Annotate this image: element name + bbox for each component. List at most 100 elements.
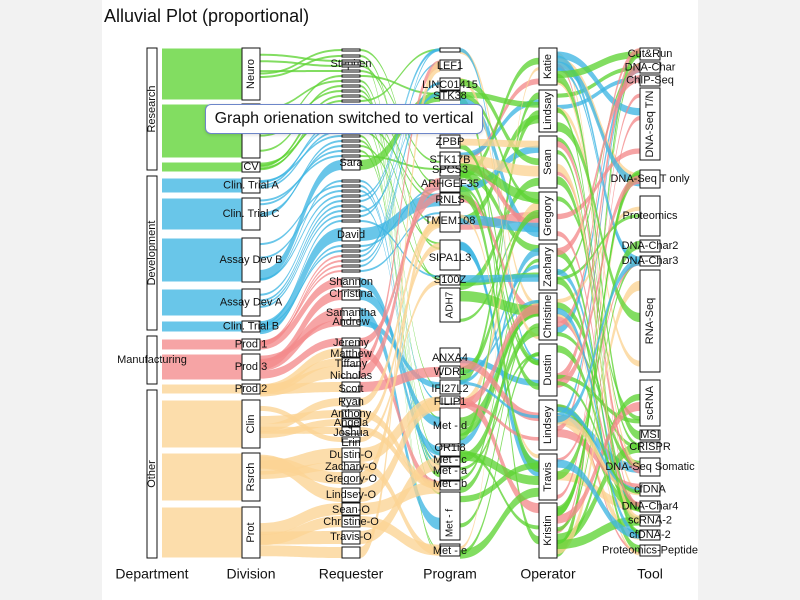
requester-node	[341, 471, 361, 485]
flow-ribbon	[557, 122, 640, 323]
requester-node	[341, 347, 361, 358]
program-label: Met - b	[433, 478, 467, 490]
requester-node	[341, 94, 361, 98]
flow-ribbon	[557, 93, 640, 499]
program-node	[439, 90, 461, 101]
flow-ribbon	[557, 260, 640, 532]
flow-ribbon	[260, 454, 342, 502]
axis-label: Department	[115, 566, 188, 582]
flow-ribbon	[557, 51, 640, 116]
flow-ribbon	[260, 338, 342, 379]
flow-ribbon	[460, 91, 539, 108]
flow-ribbon	[557, 48, 640, 328]
requester-label: Gregory-O	[325, 473, 377, 485]
requester-node	[341, 48, 361, 52]
requester-node	[341, 227, 361, 242]
flow-ribbon	[557, 406, 640, 493]
program-label: LINC01415	[422, 79, 478, 91]
flow-ribbon	[557, 258, 640, 423]
division-label: Clin	[245, 415, 257, 434]
flow-ribbon	[260, 155, 342, 202]
flow-ribbon	[260, 410, 342, 425]
requester-node	[341, 337, 361, 347]
requester-node	[341, 436, 361, 443]
flow-ribbon	[557, 459, 640, 539]
requester-label: Sean-O	[332, 504, 370, 516]
requester-node	[341, 89, 361, 93]
operator-label: Lindsay	[542, 92, 554, 130]
axis-label: Tool	[637, 566, 663, 582]
tool-label: DNA-Char3	[622, 255, 679, 267]
flow-ribbon	[557, 404, 640, 554]
tool-label: DNA-Seq Somatic	[605, 461, 695, 473]
requester-node	[341, 530, 361, 545]
flow-ribbon	[557, 48, 640, 557]
requester-node	[341, 204, 361, 208]
tool-node	[639, 47, 661, 61]
requester-node	[341, 515, 361, 528]
orientation-toast[interactable]: Graph orienation switched to vertical	[205, 104, 483, 134]
flow-ribbon	[260, 278, 342, 350]
requester-node	[341, 365, 361, 379]
flow-ribbon	[460, 169, 539, 253]
program-node	[439, 407, 461, 445]
tool-node	[639, 87, 661, 161]
department-node	[146, 335, 158, 385]
program-label: S100Z	[434, 274, 467, 286]
flow-ribbon	[557, 277, 640, 553]
tool-node	[639, 529, 661, 541]
division-node	[241, 338, 261, 351]
tool-label: RNA-Seq	[644, 298, 656, 344]
program-node	[439, 211, 461, 233]
requester-node	[341, 64, 361, 68]
flow-ribbon	[360, 60, 440, 559]
flow-ribbon	[460, 57, 539, 179]
flow-ribbon	[557, 401, 640, 524]
flow-ribbon	[260, 348, 342, 394]
flow-ribbon	[460, 138, 539, 148]
flow-ribbon	[557, 66, 640, 275]
flow-ribbon	[162, 507, 242, 558]
requester-node	[341, 319, 361, 327]
tool-label: Proteomics-Peptide	[602, 544, 698, 556]
flow-ribbon	[460, 214, 539, 459]
flow-ribbon	[162, 198, 242, 230]
program-node	[439, 239, 461, 271]
program-label: TMEM108	[425, 215, 476, 227]
requester-node	[341, 418, 361, 427]
requester-label: Tiffany	[335, 358, 368, 370]
program-label: ZPBP	[436, 136, 465, 148]
flow-ribbon	[260, 53, 342, 62]
flow-ribbon	[460, 308, 539, 436]
flow-ribbon	[260, 382, 342, 395]
program-node	[439, 287, 461, 323]
requester-node	[341, 264, 361, 268]
flow-ribbon	[260, 200, 342, 296]
tool-node	[639, 482, 661, 497]
operator-label: Kristin	[542, 515, 554, 546]
department-label: Development	[146, 221, 158, 286]
operator-node	[538, 292, 558, 341]
flow-ribbon	[260, 115, 342, 165]
flow-ribbon	[260, 160, 342, 280]
flow-ribbon	[260, 195, 342, 281]
program-node	[439, 177, 461, 193]
tool-label: scRNA-2	[628, 514, 672, 526]
flow-ribbon	[557, 61, 640, 187]
tool-label: DNA-Char2	[622, 240, 679, 252]
division-label: Assay Dev A	[220, 296, 283, 308]
flow-ribbon	[557, 442, 640, 544]
requester-label: Ryan	[338, 396, 364, 408]
tool-label: ChIP-Seq	[626, 74, 674, 86]
requester-label: Shannon	[329, 276, 373, 288]
tool-node	[639, 239, 661, 253]
tool-label: Proteomics	[622, 210, 678, 222]
flow-ribbon	[557, 106, 640, 367]
division-label: Neuro	[245, 59, 257, 89]
program-label: SPCS3	[432, 164, 468, 176]
flow-ribbon	[162, 400, 242, 448]
division-node	[241, 288, 261, 317]
department-label: Other	[146, 460, 158, 488]
requester-label: Zachary-O	[325, 461, 377, 473]
flow-ribbon	[260, 105, 342, 171]
